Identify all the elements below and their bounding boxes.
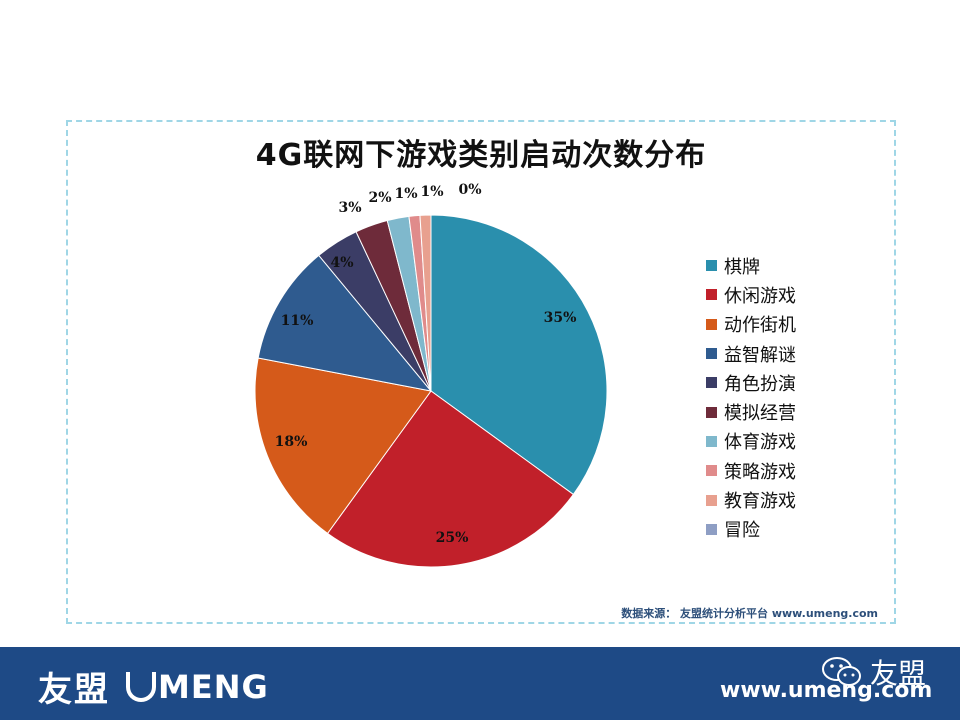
pie-slice-8	[419, 214, 432, 392]
pie-slice-0	[430, 214, 608, 496]
umeng-logo: 友盟 MENG	[38, 662, 269, 711]
legend-swatch	[706, 318, 717, 330]
legend: 棋牌休闲游戏动作街机益智解谜角色扮演模拟经营体育游戏策略游戏教育游戏冒险	[706, 251, 796, 544]
chart-title: 4G联网下游戏类别启动次数分布	[255, 138, 707, 173]
legend-item: 动作街机	[706, 310, 796, 339]
legend-swatch	[706, 289, 717, 301]
legend-label: 教育游戏	[724, 491, 796, 513]
legend-swatch	[706, 465, 717, 477]
logo-english: MENG	[158, 667, 269, 706]
legend-label: 动作街机	[724, 315, 796, 337]
legend-item: 冒险	[706, 515, 796, 544]
legend-item: 益智解谜	[706, 339, 796, 368]
data-label-7: 1%	[394, 186, 417, 202]
legend-item: 休闲游戏	[706, 280, 796, 309]
legend-item: 模拟经营	[706, 397, 796, 426]
data-label-5: 3%	[338, 200, 361, 216]
legend-item: 角色扮演	[706, 368, 796, 397]
legend-item: 教育游戏	[706, 485, 796, 514]
legend-label: 冒险	[724, 520, 760, 542]
legend-swatch	[706, 348, 717, 360]
pie-slice-1	[326, 390, 575, 568]
legend-label: 模拟经营	[724, 403, 796, 425]
pie-slice-2	[254, 357, 432, 535]
data-label-9: 0%	[458, 182, 481, 198]
legend-label: 体育游戏	[724, 432, 796, 454]
legend-swatch	[706, 406, 717, 418]
footer-url[interactable]: www.umeng.com	[720, 678, 933, 703]
legend-swatch	[706, 377, 717, 389]
wechat-label: 友盟	[870, 657, 927, 690]
legend-swatch	[706, 523, 717, 535]
legend-item: 棋牌	[706, 251, 796, 280]
data-label-8: 1%	[420, 184, 443, 200]
logo-chinese: 友盟	[38, 670, 110, 710]
wechat-badge: 友盟	[820, 652, 926, 692]
legend-swatch	[706, 435, 717, 447]
data-label-4: 4%	[330, 255, 353, 271]
logo-u-mark	[126, 671, 156, 702]
data-label-3: 11%	[281, 313, 314, 329]
legend-swatch	[706, 494, 717, 506]
chart-frame	[66, 120, 896, 624]
legend-label: 角色扮演	[724, 373, 796, 395]
legend-label: 休闲游戏	[724, 285, 796, 307]
pie-slice-3	[257, 254, 433, 392]
legend-item: 策略游戏	[706, 456, 796, 485]
data-label-0: 35%	[544, 310, 577, 326]
legend-swatch	[706, 260, 717, 272]
wechat-icon	[822, 657, 861, 686]
legend-label: 益智解谜	[724, 344, 796, 366]
data-label-6: 2%	[368, 190, 391, 206]
data-source: 数据来源： 友盟统计分析平台 www.umeng.com	[621, 607, 878, 620]
data-label-1: 25%	[436, 530, 469, 546]
legend-label: 棋牌	[724, 256, 760, 278]
legend-item: 体育游戏	[706, 427, 796, 456]
data-label-2: 18%	[275, 434, 308, 450]
legend-label: 策略游戏	[724, 461, 796, 483]
footer-bar	[0, 647, 960, 720]
